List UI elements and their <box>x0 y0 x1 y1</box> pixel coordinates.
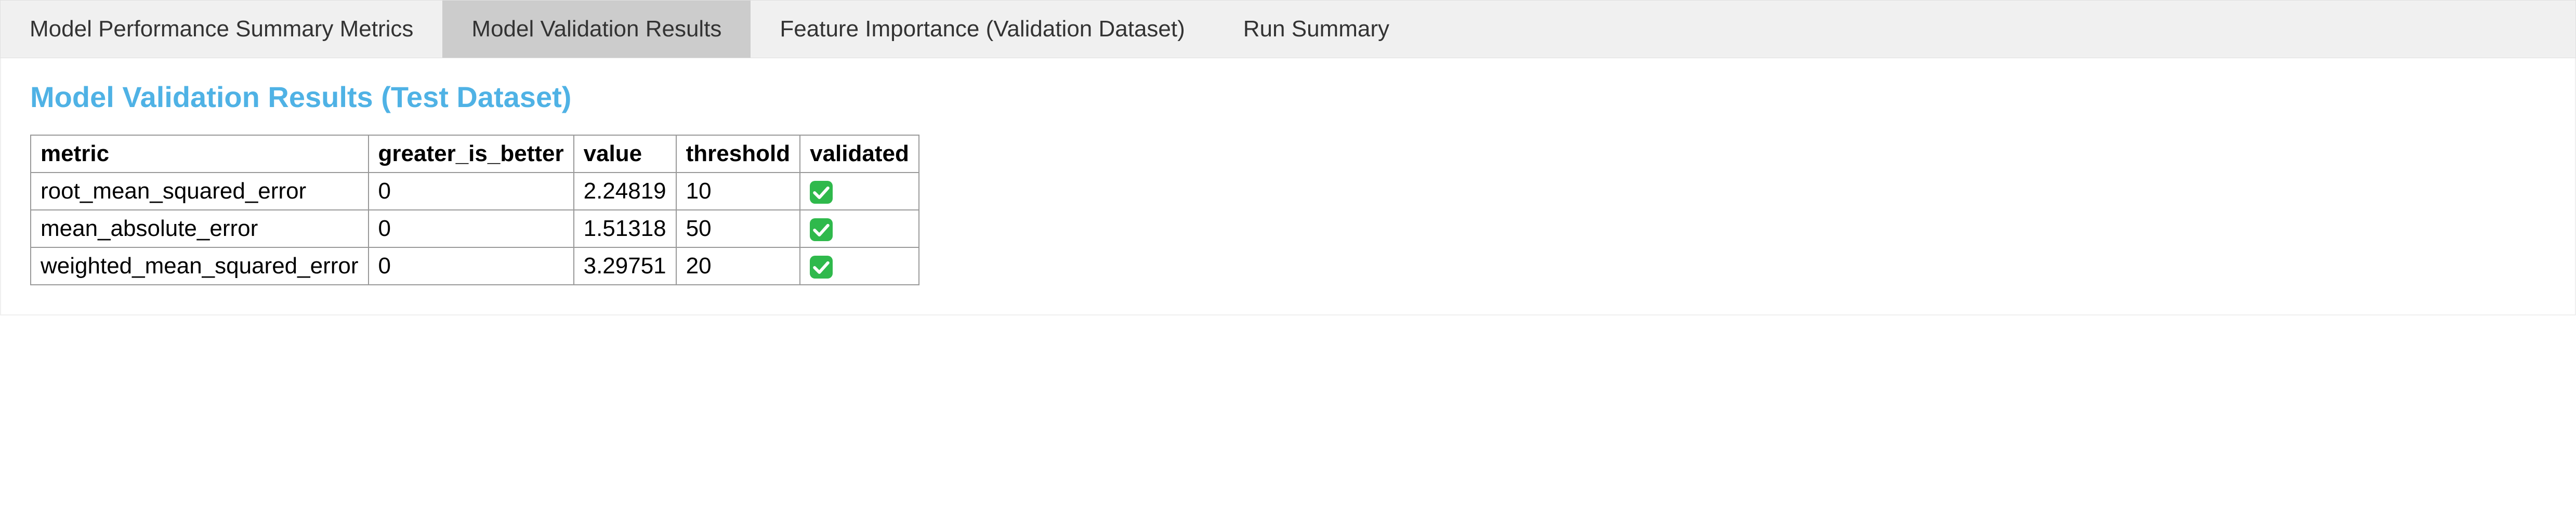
col-header-metric: metric <box>31 135 369 173</box>
table-row: root_mean_squared_error 0 2.24819 10 <box>31 173 919 210</box>
tab-model-validation-results[interactable]: Model Validation Results <box>442 1 751 58</box>
tab-model-performance-summary-metrics[interactable]: Model Performance Summary Metrics <box>1 1 442 58</box>
table-header-row: metric greater_is_better value threshold… <box>31 135 919 173</box>
page-root: Model Performance Summary Metrics Model … <box>0 0 2576 315</box>
check-icon <box>810 181 833 204</box>
cell-greater-is-better: 0 <box>369 247 574 285</box>
cell-validated <box>800 173 919 210</box>
validation-results-table: metric greater_is_better value threshold… <box>30 135 919 285</box>
check-icon <box>810 218 833 241</box>
cell-threshold: 20 <box>676 247 800 285</box>
cell-value: 3.29751 <box>574 247 676 285</box>
cell-value: 2.24819 <box>574 173 676 210</box>
table-row: weighted_mean_squared_error 0 3.29751 20 <box>31 247 919 285</box>
tab-bar: Model Performance Summary Metrics Model … <box>0 0 2576 58</box>
cell-metric: weighted_mean_squared_error <box>31 247 369 285</box>
panel-title: Model Validation Results (Test Dataset) <box>30 80 2546 114</box>
cell-metric: mean_absolute_error <box>31 210 369 247</box>
cell-threshold: 10 <box>676 173 800 210</box>
cell-greater-is-better: 0 <box>369 210 574 247</box>
col-header-value: value <box>574 135 676 173</box>
col-header-validated: validated <box>800 135 919 173</box>
cell-value: 1.51318 <box>574 210 676 247</box>
cell-validated <box>800 247 919 285</box>
check-icon <box>810 256 833 279</box>
tab-run-summary[interactable]: Run Summary <box>1214 1 1418 58</box>
cell-validated <box>800 210 919 247</box>
cell-metric: root_mean_squared_error <box>31 173 369 210</box>
col-header-greater-is-better: greater_is_better <box>369 135 574 173</box>
tab-feature-importance[interactable]: Feature Importance (Validation Dataset) <box>751 1 1214 58</box>
col-header-threshold: threshold <box>676 135 800 173</box>
table-row: mean_absolute_error 0 1.51318 50 <box>31 210 919 247</box>
cell-greater-is-better: 0 <box>369 173 574 210</box>
tab-panel: Model Validation Results (Test Dataset) … <box>0 58 2576 315</box>
cell-threshold: 50 <box>676 210 800 247</box>
